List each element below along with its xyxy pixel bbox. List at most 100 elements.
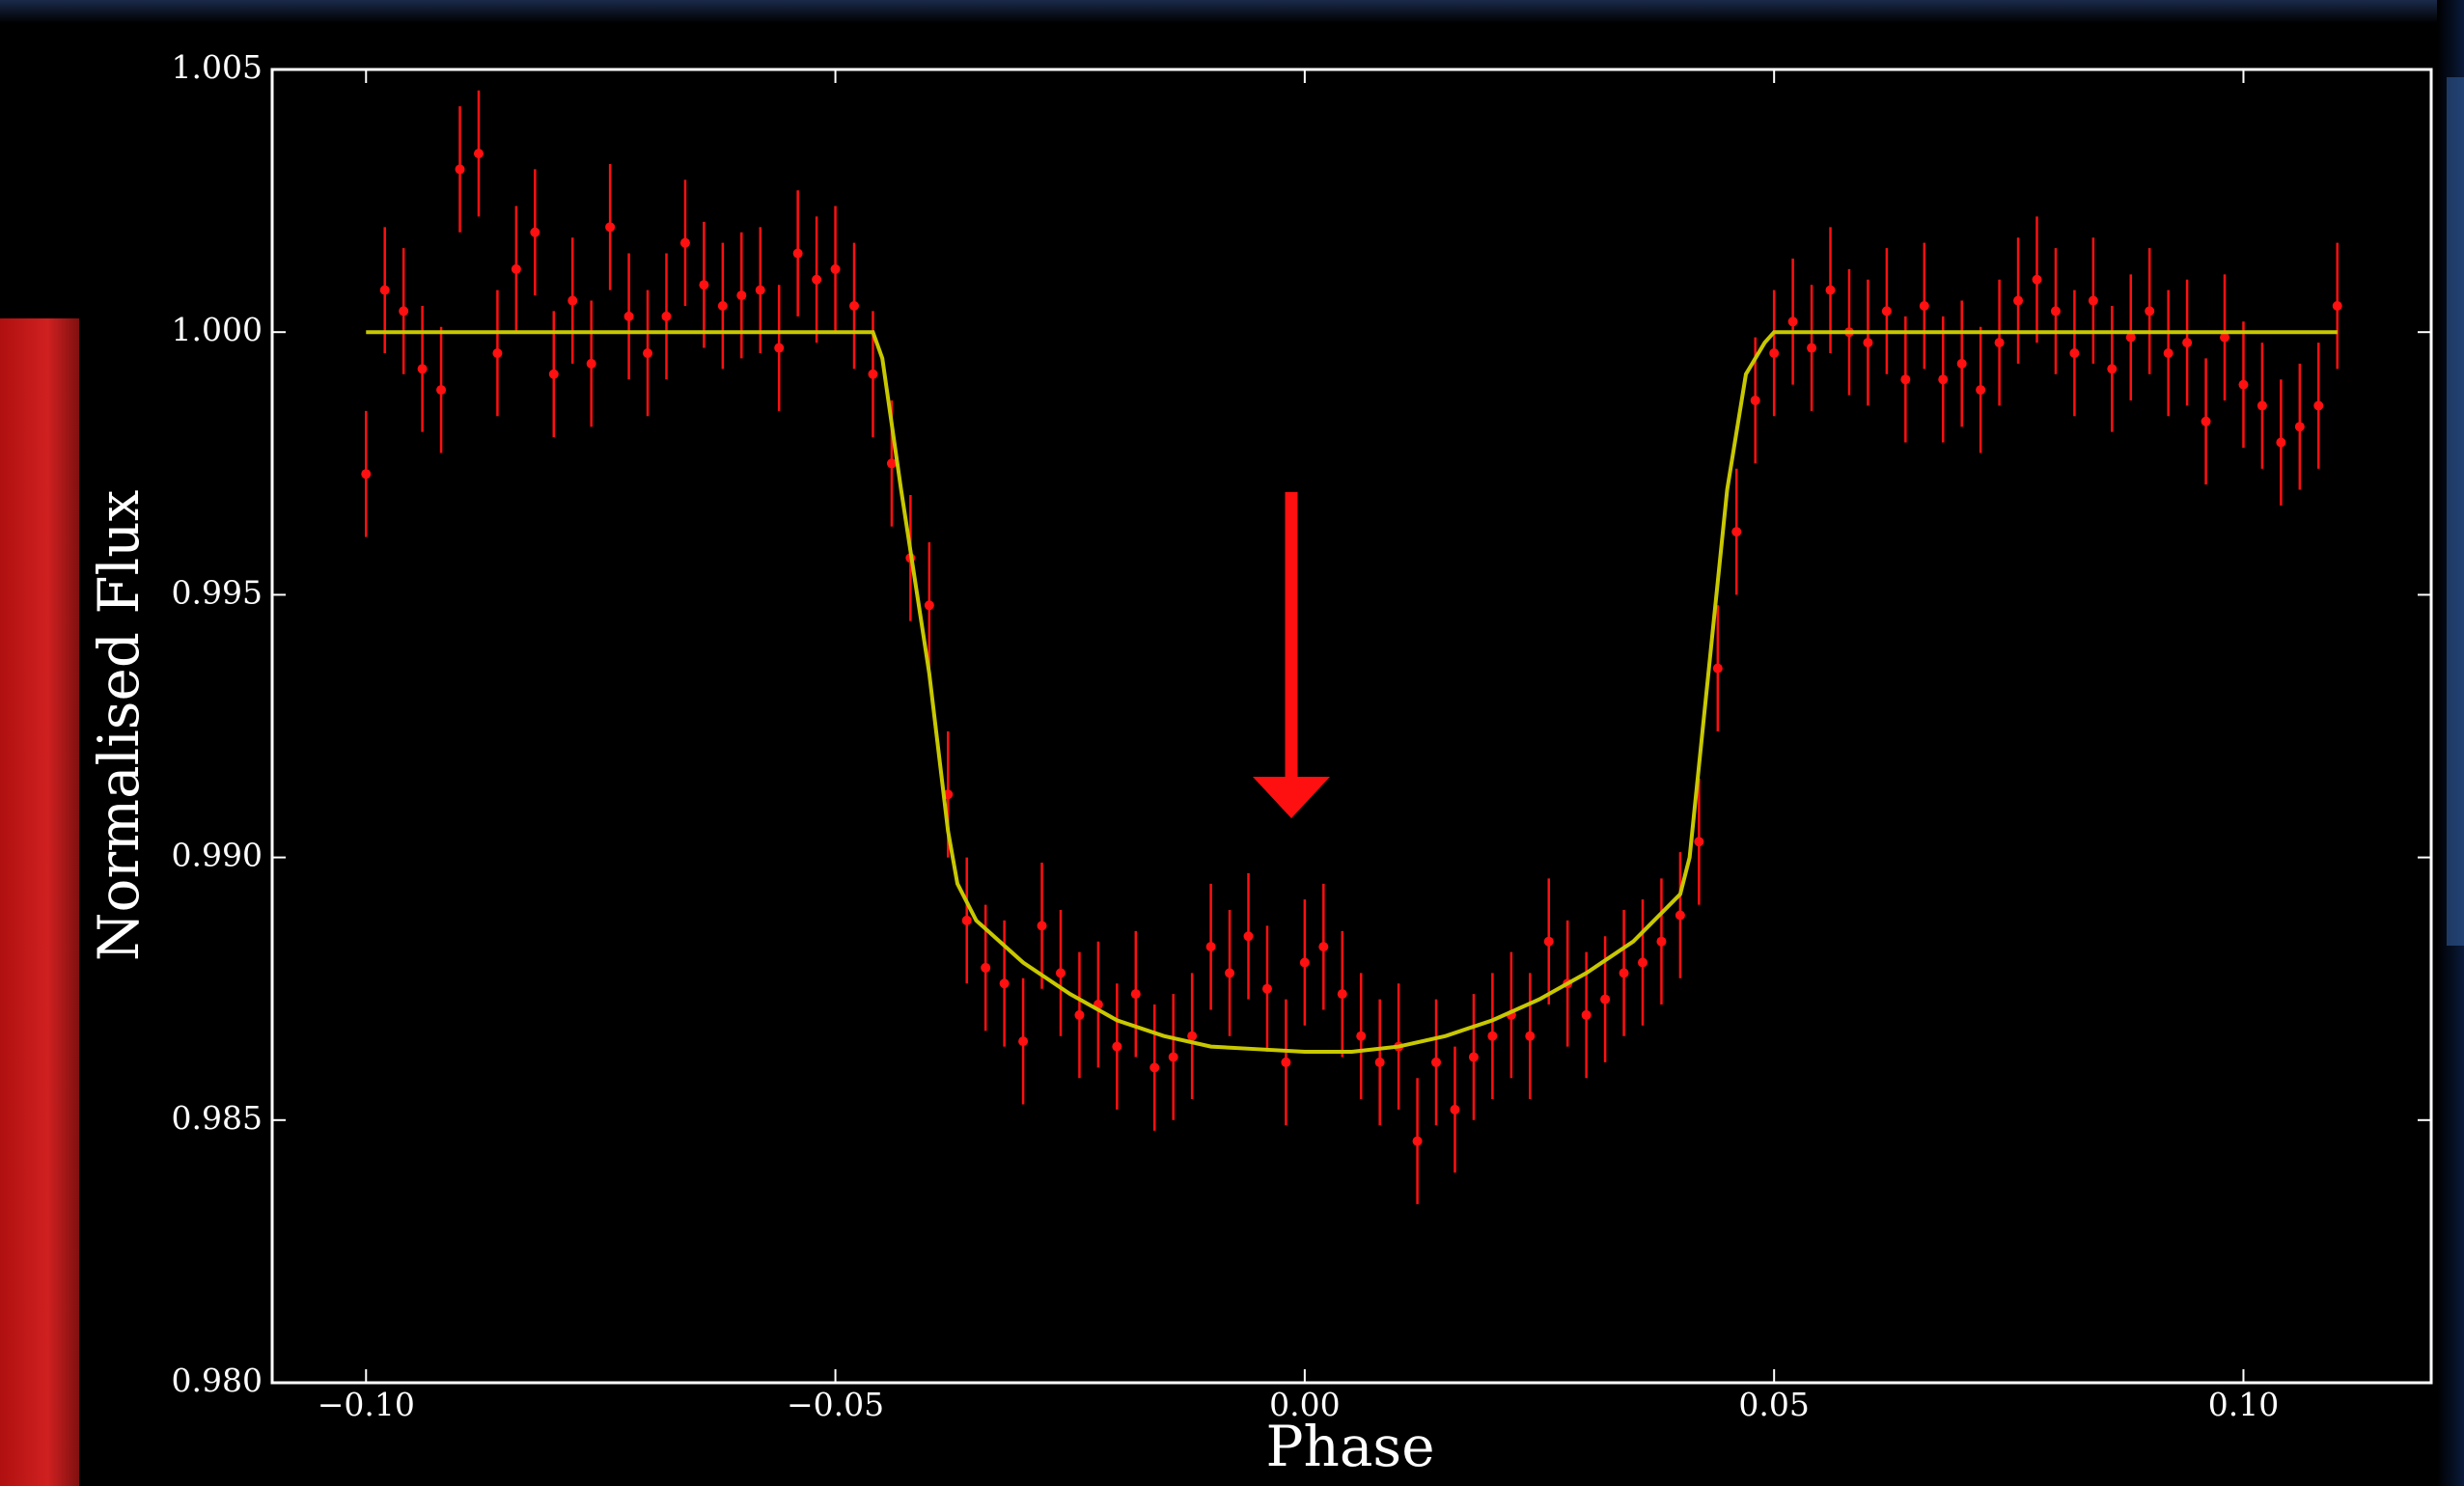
data-point	[1468, 1052, 1479, 1062]
data-point	[1525, 1031, 1536, 1041]
data-point	[736, 290, 747, 301]
data-point	[1656, 936, 1667, 947]
data-point	[1919, 300, 1929, 311]
data-point	[1712, 663, 1723, 674]
data-point	[2013, 295, 2024, 306]
data-point	[2088, 295, 2098, 306]
data-point	[2050, 306, 2061, 316]
data-point	[492, 347, 503, 358]
data-point	[1619, 968, 1629, 978]
x-tick-label: −0.05	[787, 1386, 884, 1423]
plot-area: −0.10 −0.05 0.00 0.05 0.10 0.980 0.985 0.990 0.9…	[172, 48, 2433, 1423]
data-point	[548, 369, 559, 379]
data-point	[849, 300, 860, 311]
data-point	[1807, 343, 1817, 353]
y-tick-label: 1.005	[172, 48, 263, 86]
data-point	[1281, 1057, 1291, 1067]
data-point	[379, 285, 390, 295]
data-point	[2238, 379, 2249, 390]
data-point	[1356, 1031, 1367, 1041]
data-point	[830, 263, 841, 274]
background-decoration	[2447, 77, 2464, 946]
data-point	[812, 274, 822, 285]
data-point	[361, 469, 372, 480]
y-tick-label: 0.985	[172, 1099, 263, 1137]
data-point	[605, 222, 616, 233]
data-point	[1487, 1031, 1498, 1041]
x-tick-label: 0.05	[1738, 1386, 1809, 1423]
data-point	[2107, 364, 2118, 374]
annotation-arrow-head	[1253, 777, 1330, 818]
data-point	[661, 311, 672, 321]
data-point	[1149, 1062, 1160, 1073]
data-point	[623, 311, 634, 321]
data-point	[2294, 422, 2305, 432]
data-point	[2201, 416, 2211, 427]
data-point	[643, 347, 653, 358]
data-point	[1318, 942, 1329, 952]
data-point	[1205, 942, 1216, 952]
data-point	[1675, 910, 1685, 921]
data-point	[2220, 332, 2230, 343]
y-tick-label: 1.000	[172, 311, 263, 348]
data-point	[1863, 338, 1873, 348]
y-tick-label: 0.980	[172, 1362, 263, 1399]
x-tick-label: 0.10	[2208, 1386, 2279, 1423]
model-line	[366, 330, 2338, 1055]
data-point	[1412, 1136, 1423, 1146]
data-point	[1976, 385, 1986, 396]
data-point	[2163, 347, 2173, 358]
data-point	[1900, 374, 1911, 385]
data-point	[1037, 921, 1047, 931]
data-point	[1881, 306, 1892, 316]
data-point	[1074, 1009, 1085, 1020]
data-point	[1055, 968, 1066, 978]
data-point	[699, 280, 709, 290]
data-point	[924, 600, 934, 611]
data-point	[1187, 1031, 1198, 1041]
data-point	[1600, 994, 1611, 1004]
data-point	[2032, 274, 2042, 285]
data-point	[1018, 1036, 1029, 1047]
data-point	[2313, 400, 2324, 411]
data-point	[455, 164, 465, 175]
data-point	[568, 295, 578, 306]
data-point	[1731, 527, 1742, 537]
data-point	[2125, 332, 2136, 343]
x-axis-label: Phase	[1265, 1414, 1434, 1479]
data-point	[1261, 983, 1272, 994]
data-point	[792, 248, 803, 259]
data-point	[511, 263, 521, 274]
data-point	[1543, 936, 1554, 947]
data-point	[1638, 957, 1648, 968]
data-point	[530, 227, 540, 237]
data-point	[1938, 374, 1949, 385]
data-point	[1168, 1052, 1178, 1062]
data-point	[755, 285, 765, 295]
y-tick-label: 0.990	[172, 837, 263, 874]
data-point	[1750, 395, 1760, 405]
y-axis-label: Normalised Flux	[86, 490, 152, 962]
data-point	[436, 385, 447, 396]
data-point	[1225, 968, 1235, 978]
data-point	[1374, 1057, 1385, 1067]
data-point	[2182, 338, 2193, 348]
data-point	[2332, 300, 2342, 311]
data-point	[886, 458, 897, 469]
data-point	[2069, 347, 2080, 358]
x-tick-label: 0.00	[1269, 1386, 1340, 1423]
data-point	[1787, 316, 1798, 327]
y-tick-label: 0.995	[172, 573, 263, 611]
data-point	[961, 915, 972, 925]
x-tick-label: −0.10	[318, 1386, 415, 1423]
data-point	[1112, 1041, 1122, 1052]
data-point	[473, 149, 484, 159]
data-point	[1769, 347, 1780, 358]
data-point	[999, 978, 1010, 989]
axes-frame	[270, 68, 2433, 1385]
data-point	[1130, 989, 1141, 1000]
data-point	[1581, 1009, 1592, 1020]
